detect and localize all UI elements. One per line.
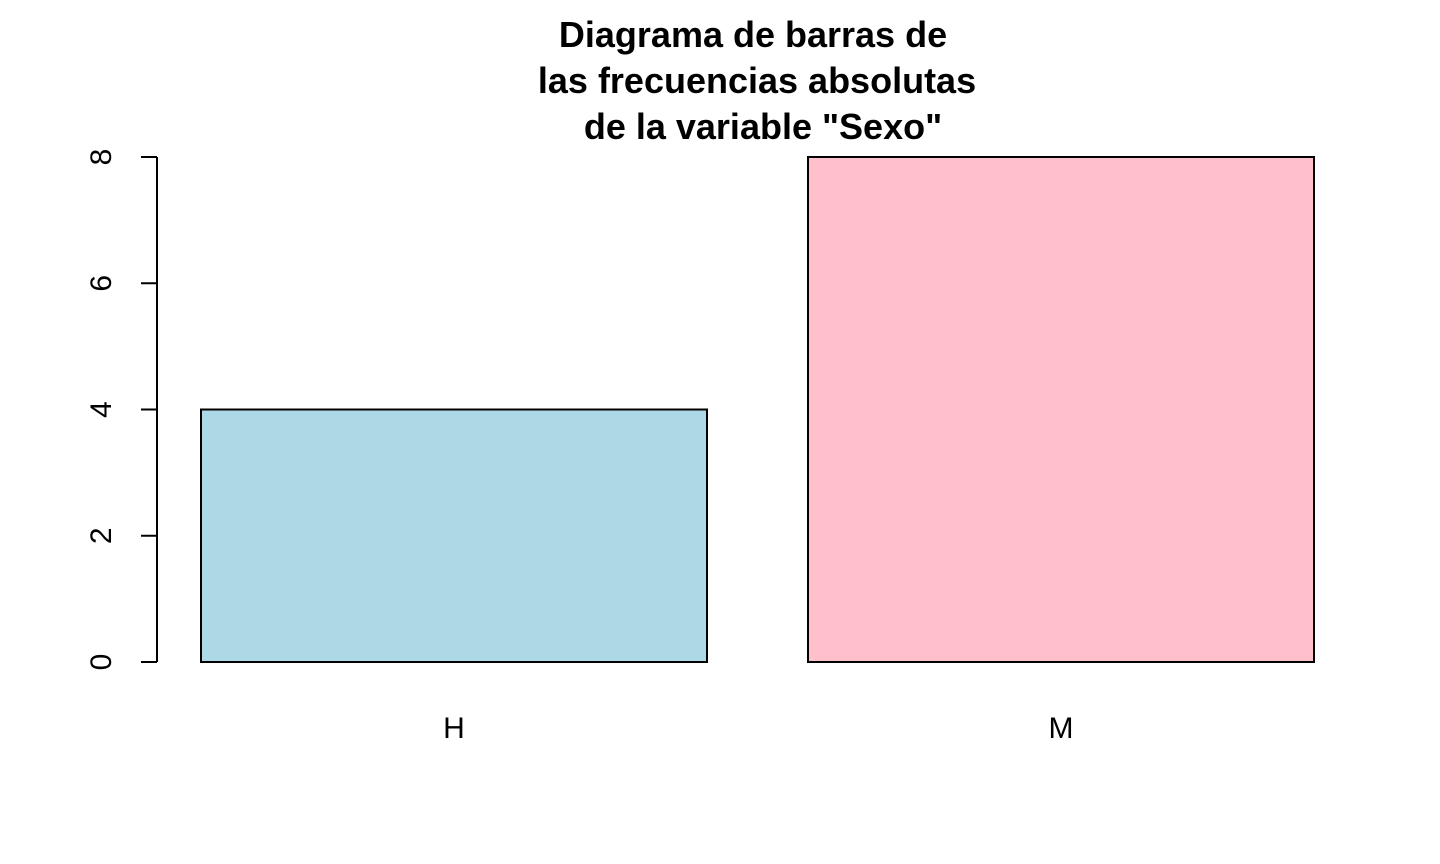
chart-title-line-3: de la variable "Sexo" [584, 106, 942, 147]
bar-m [807, 156, 1315, 663]
y-tick-label-2: 2 [85, 527, 118, 544]
chart-title-line-2: las frecuencias absolutas [538, 60, 976, 101]
y-tick-label-0: 0 [85, 654, 118, 671]
chart-title: Diagrama de barras de las frecuencias ab… [538, 14, 976, 147]
y-tick-label-4: 4 [85, 401, 118, 418]
bars-layer [200, 156, 1315, 663]
x-tick-label-m: M [1049, 712, 1074, 745]
y-axis: 0 2 4 6 8 [85, 149, 158, 671]
x-tick-label-h: H [443, 712, 465, 745]
bar-h [200, 408, 708, 663]
y-tick-label-8: 8 [85, 149, 118, 166]
y-tick-label-6: 6 [85, 275, 118, 292]
chart-title-line-1: Diagrama de barras de [559, 14, 947, 55]
